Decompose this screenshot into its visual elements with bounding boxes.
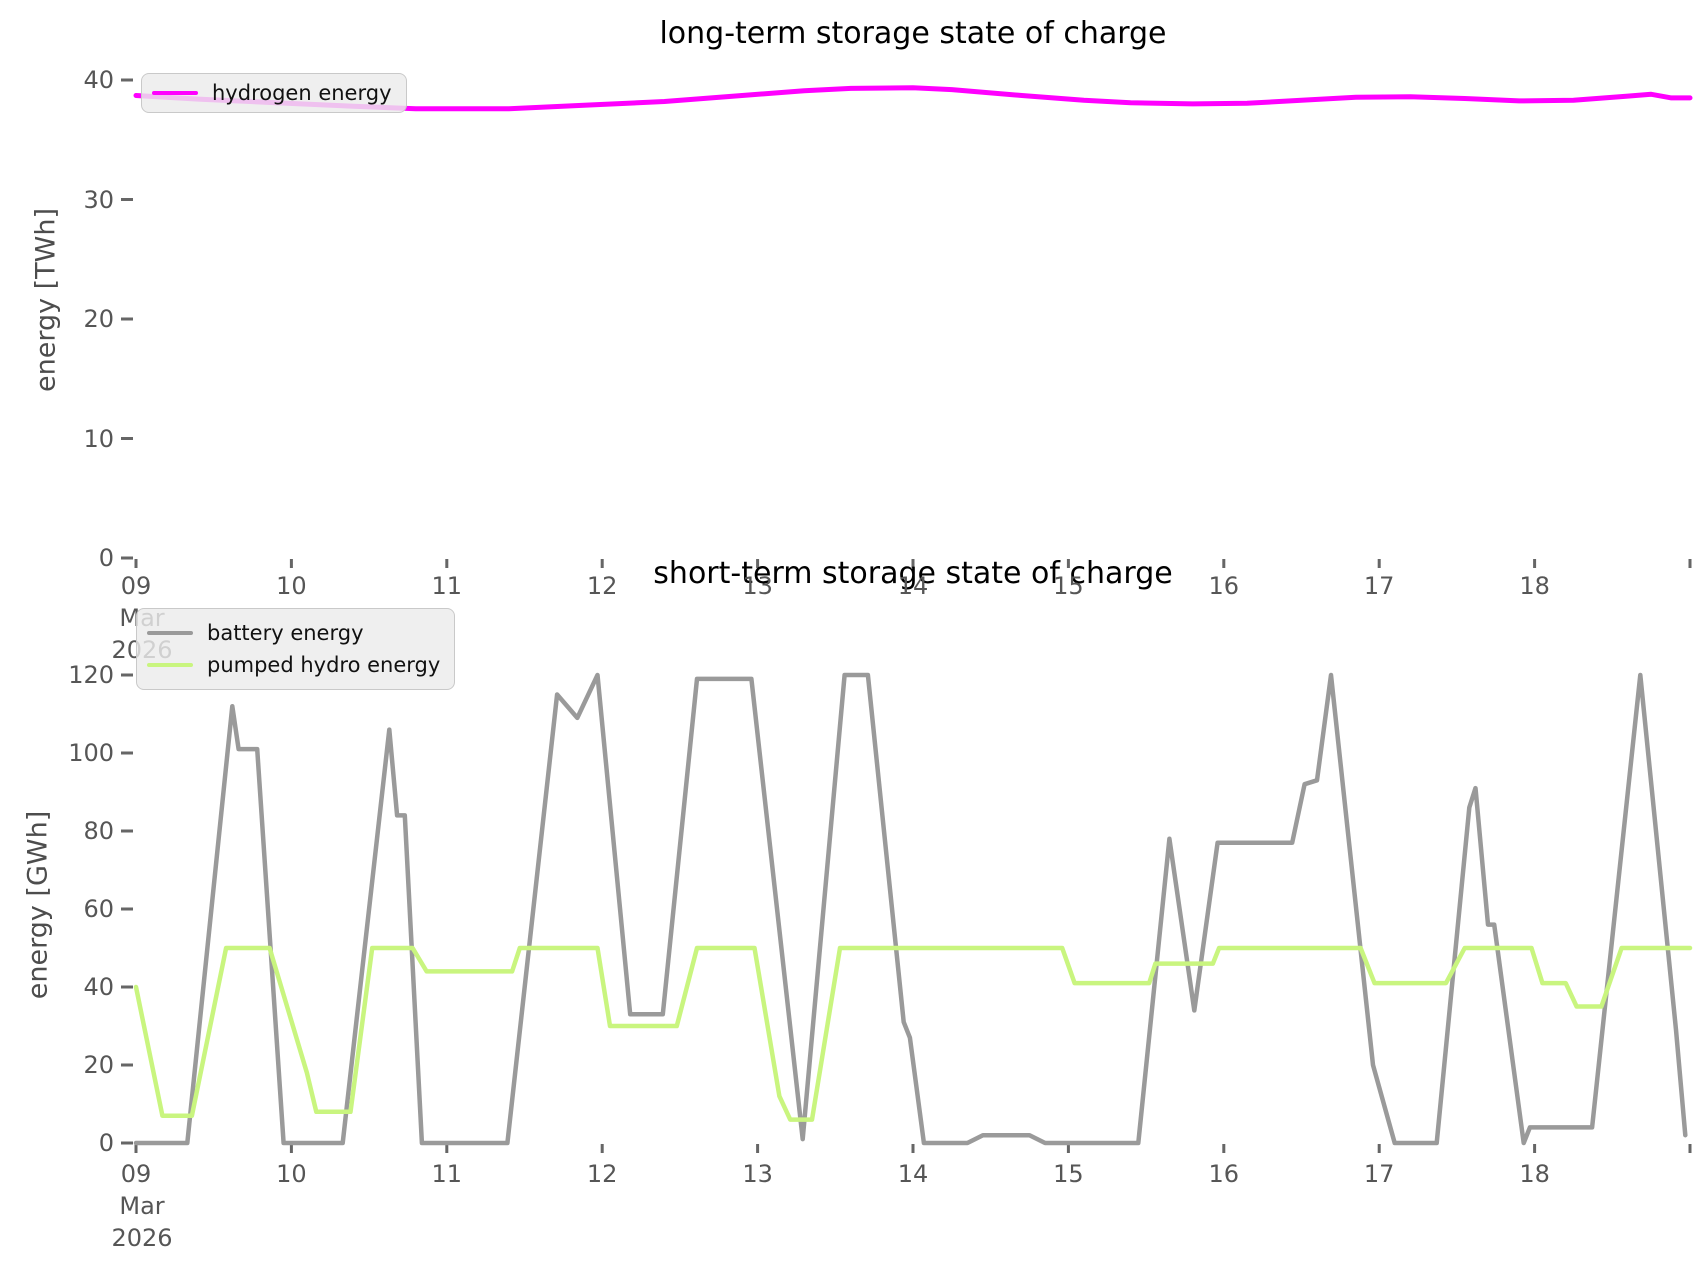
y-tick-mark [121,1141,133,1145]
x-tick-mark [445,1144,449,1153]
hydrogen-energy-line [133,85,1693,112]
x-tick-mark [445,559,449,568]
y-tick-mark [121,317,133,321]
x-tick-mark [1688,1144,1692,1153]
x-tick-label: 14 [897,572,929,600]
x-tick-mark [1222,559,1226,568]
bottom-chart-ylabel: energy [GWh] [22,810,54,1000]
x-tick-label: 13 [742,1160,773,1188]
x-tick-label: 11 [431,1160,463,1188]
x-tick-mark [756,559,760,568]
x-tick-label: 17 [1363,1160,1395,1188]
y-tick-label: 80 [83,817,114,845]
x-tick-label: 09 [120,1160,152,1188]
legend-entry: hydrogen energy [152,81,392,105]
y-tick-label: 100 [68,739,114,767]
top-chart-title: long-term storage state of charge [659,16,1167,51]
y-tick-label: 60 [83,895,114,923]
x-tick-label: 15 [1053,572,1084,600]
y-tick-mark [121,673,133,677]
x-tick-mark [1066,559,1070,568]
bottom-chart-title: short-term storage state of charge [653,556,1173,591]
x-tick-mark [134,559,138,568]
x-tick-mark [600,559,604,568]
x-tick-mark [289,1144,293,1153]
pumped-hydro-energy-line [133,945,1693,1122]
y-tick-label: 20 [83,1051,114,1079]
x-tick-label: 13 [742,572,773,600]
legend-entry: pumped hydro energy [147,653,440,677]
x-tick-mark [289,559,293,568]
legend-label: pumped hydro energy [207,653,441,677]
x-tick-label: 18 [1519,1160,1550,1188]
y-tick-label: 20 [83,305,114,333]
legend-line-sample [147,662,193,668]
legend-entry: battery energy [147,621,440,645]
x-tick-label: 11 [431,572,463,600]
y-tick-mark [121,198,133,201]
x-tick-mark [1533,1144,1537,1153]
x-tick-mark [1377,559,1381,568]
x-tick-label: 17 [1363,572,1395,600]
y-tick-mark [121,829,133,833]
x-tick-sublabel: Mar [119,1192,165,1220]
x-tick-mark [911,1144,915,1153]
x-tick-mark [1222,1144,1226,1153]
y-tick-label: 40 [83,66,114,94]
x-tick-label: 16 [1208,572,1240,600]
x-tick-mark [756,1144,760,1153]
y-tick-label: 120 [68,661,114,689]
x-tick-label: 12 [586,572,618,600]
battery-energy-line [133,672,1688,1146]
y-tick-mark [121,1063,133,1067]
y-tick-mark [121,985,133,989]
x-tick-mark [1066,1144,1070,1153]
y-tick-label: 30 [83,185,114,214]
y-tick-label: 40 [83,973,114,1001]
x-tick-label: 10 [276,572,307,600]
y-tick-mark [121,907,133,911]
x-tick-label: 14 [897,1160,929,1188]
x-tick-label: 10 [276,1160,307,1188]
y-tick-label: 0 [98,1129,114,1157]
x-tick-label: 18 [1519,572,1550,600]
y-tick-mark [121,78,133,82]
x-tick-label: 16 [1208,1160,1240,1188]
legend-line-sample [152,90,198,96]
y-tick-mark [121,556,133,560]
legend-label: hydrogen energy [212,81,392,105]
legend-line-sample [147,630,193,636]
legend-label: battery energy [207,621,364,645]
top-legend: hydrogen energy [141,73,407,113]
x-tick-sublabel: 2026 [111,1224,173,1252]
y-tick-mark [121,751,133,755]
x-tick-mark [911,559,915,568]
top-chart-ylabel: energy [TWh] [30,207,62,393]
x-tick-label: 15 [1053,1160,1084,1188]
y-tick-label: 10 [83,424,114,453]
x-tick-mark [1533,559,1537,568]
x-tick-label: 09 [120,572,152,600]
x-tick-mark [1377,1144,1381,1153]
bottom-legend: battery energy pumped hydro energy [136,608,456,690]
x-tick-mark [1688,559,1692,568]
x-tick-mark [600,1144,604,1153]
x-tick-label: 12 [586,1160,618,1188]
x-tick-mark [134,1144,138,1153]
y-tick-label: 0 [98,544,114,572]
y-tick-mark [121,437,133,440]
